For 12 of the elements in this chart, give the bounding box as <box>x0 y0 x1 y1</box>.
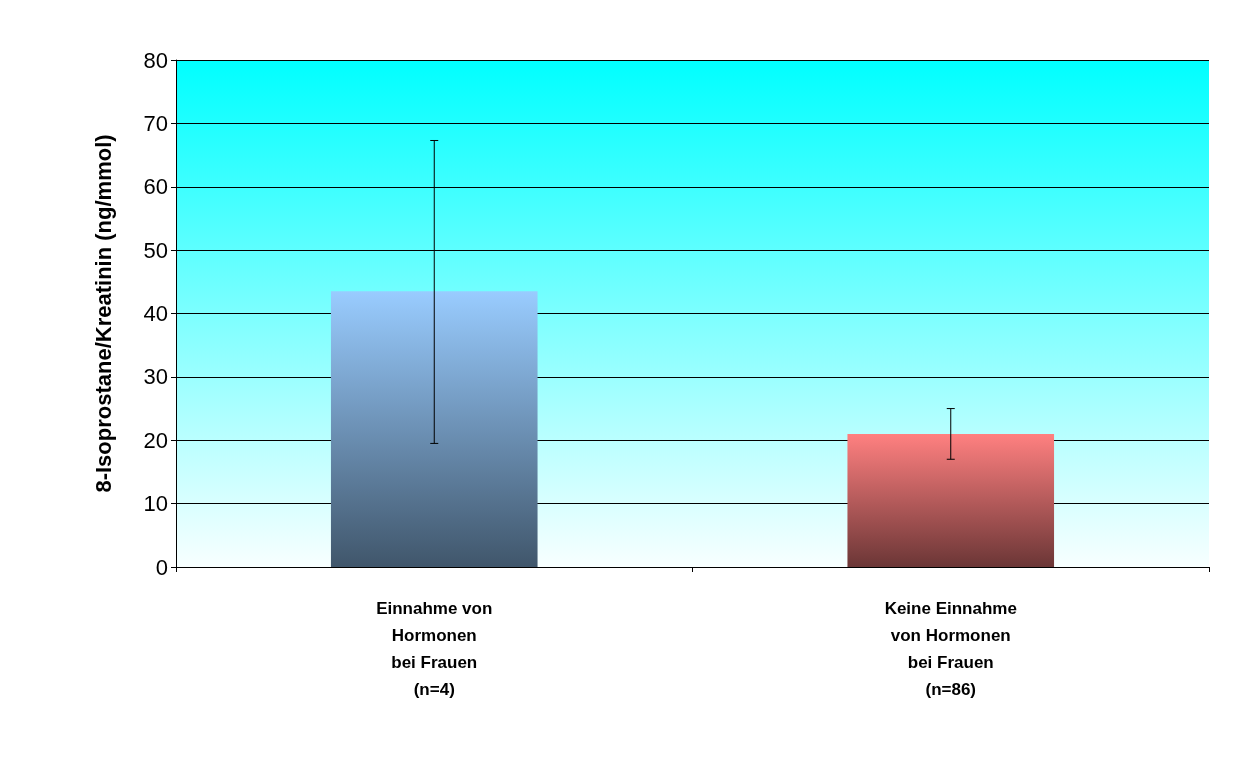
y-tick-label: 80 <box>143 47 168 73</box>
y-axis-title: 8-Isoprostane/Kreatinin (ng/mmol) <box>90 134 116 493</box>
y-tick-label: 70 <box>143 110 168 136</box>
x-tick-label: Keine Einnahme von Hormonen bei Frauen (n=86) <box>884 599 1017 699</box>
y-tick-label: 30 <box>143 364 168 390</box>
y-tick-label: 0 <box>155 554 168 580</box>
y-tick-label: 60 <box>143 174 168 200</box>
x-tick-label: Einnahme von Hormonen bei Frauen (n=4) <box>376 599 493 699</box>
y-tick-label: 40 <box>143 301 168 326</box>
y-tick-label: 10 <box>143 491 168 517</box>
y-tick-label: 50 <box>143 237 168 263</box>
y-tick-label: 20 <box>143 427 168 453</box>
